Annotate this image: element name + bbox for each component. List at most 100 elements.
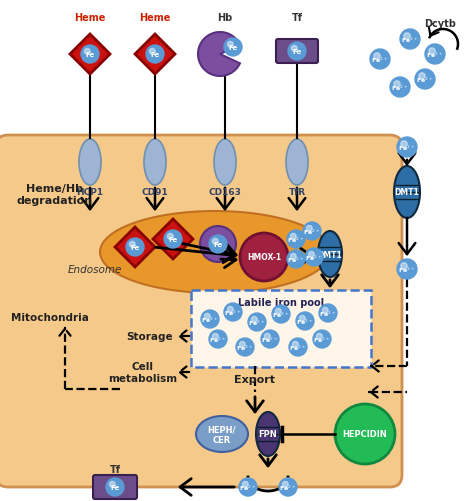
Circle shape (292, 342, 298, 348)
Ellipse shape (100, 211, 330, 294)
Circle shape (126, 238, 144, 257)
Text: Fe: Fe (110, 484, 119, 490)
Text: HCP1: HCP1 (76, 188, 103, 197)
Circle shape (236, 338, 254, 356)
Circle shape (300, 316, 305, 322)
Text: Fe$^{2+}$: Fe$^{2+}$ (319, 309, 337, 318)
FancyBboxPatch shape (93, 475, 137, 499)
Text: Fe: Fe (130, 244, 140, 250)
FancyBboxPatch shape (0, 136, 402, 487)
Ellipse shape (318, 231, 342, 278)
Circle shape (84, 49, 90, 55)
Circle shape (239, 478, 257, 496)
Text: Fe$^{2+}$: Fe$^{2+}$ (261, 335, 279, 344)
Circle shape (288, 43, 306, 61)
Text: Heme: Heme (74, 13, 106, 23)
FancyBboxPatch shape (191, 291, 371, 367)
Circle shape (106, 478, 124, 496)
Text: HEPCIDIN: HEPCIDIN (343, 430, 387, 438)
Circle shape (415, 70, 435, 90)
Circle shape (303, 222, 321, 240)
Circle shape (319, 305, 337, 322)
Ellipse shape (394, 167, 420, 218)
Text: Fe: Fe (150, 52, 160, 58)
Text: Fe$^{2+}$: Fe$^{2+}$ (237, 343, 254, 352)
Text: Fe: Fe (168, 236, 178, 242)
Circle shape (251, 317, 257, 323)
Circle shape (419, 74, 425, 80)
Circle shape (109, 481, 115, 487)
Circle shape (228, 307, 233, 313)
Text: HMOX-1: HMOX-1 (247, 253, 281, 262)
Text: Labile iron pool: Labile iron pool (238, 298, 324, 308)
Ellipse shape (214, 140, 236, 186)
Circle shape (224, 304, 242, 321)
Text: Fe$^{2+}$: Fe$^{2+}$ (398, 143, 416, 152)
Text: Fe$^{2+}$: Fe$^{2+}$ (224, 308, 242, 317)
Circle shape (279, 478, 297, 496)
Text: Heme: Heme (139, 13, 171, 23)
Text: Fe$^{2+}$: Fe$^{2+}$ (239, 482, 257, 491)
Circle shape (81, 46, 99, 64)
Circle shape (291, 234, 296, 239)
Circle shape (264, 334, 270, 340)
Circle shape (146, 46, 164, 64)
Ellipse shape (144, 140, 166, 186)
Polygon shape (153, 219, 193, 260)
Text: CD91: CD91 (142, 188, 168, 197)
Circle shape (283, 481, 288, 487)
Circle shape (370, 50, 390, 70)
Text: TfR: TfR (289, 188, 306, 197)
Text: Fe$^{2+}$: Fe$^{2+}$ (392, 83, 409, 93)
Text: Fe$^{2+}$: Fe$^{2+}$ (289, 343, 307, 352)
Text: Fe$^{2+}$: Fe$^{2+}$ (416, 75, 434, 85)
Text: Fe$^{2+}$: Fe$^{2+}$ (272, 310, 290, 319)
Text: Fe: Fe (292, 49, 301, 55)
Text: Dcytb: Dcytb (424, 19, 456, 29)
Text: Fe$^{2+}$: Fe$^{2+}$ (279, 482, 297, 491)
Text: Endosome: Endosome (68, 265, 122, 275)
Circle shape (400, 30, 420, 50)
Ellipse shape (196, 416, 248, 452)
Circle shape (313, 330, 331, 348)
Circle shape (291, 254, 296, 260)
Polygon shape (115, 227, 155, 268)
Circle shape (212, 239, 218, 244)
Text: Fe: Fe (85, 52, 95, 58)
Circle shape (209, 330, 227, 348)
Text: CD163: CD163 (209, 188, 241, 197)
Circle shape (228, 43, 233, 48)
Circle shape (224, 39, 242, 57)
Text: Fe$^{2+}$: Fe$^{2+}$ (305, 253, 323, 262)
Text: Fe$^{2+}$: Fe$^{2+}$ (371, 55, 389, 65)
Text: Cell
metabolism: Cell metabolism (109, 362, 178, 383)
Circle shape (212, 334, 218, 340)
Text: Fe: Fe (213, 241, 223, 247)
Text: Fe$^{2+}$: Fe$^{2+}$ (398, 265, 416, 274)
Circle shape (272, 306, 290, 323)
Ellipse shape (286, 140, 308, 186)
Circle shape (401, 141, 407, 148)
Text: Fe$^{2+}$: Fe$^{2+}$ (296, 317, 314, 326)
Text: Fe$^{2+}$: Fe$^{2+}$ (313, 335, 331, 344)
Text: Tf: Tf (109, 464, 120, 474)
Circle shape (242, 481, 248, 487)
Circle shape (425, 45, 445, 65)
Text: Fe$^{2+}$: Fe$^{2+}$ (426, 50, 444, 60)
Circle shape (164, 230, 182, 248)
Circle shape (129, 242, 135, 247)
Text: Export: Export (235, 374, 275, 384)
Text: DMT1: DMT1 (318, 250, 342, 259)
Text: HEPH/
CER: HEPH/ CER (208, 424, 236, 444)
Wedge shape (198, 33, 240, 77)
Text: Fe$^{2+}$: Fe$^{2+}$ (210, 335, 227, 344)
Circle shape (309, 252, 314, 258)
Polygon shape (135, 35, 175, 75)
Circle shape (289, 338, 307, 356)
Circle shape (317, 334, 322, 340)
Circle shape (397, 138, 417, 158)
FancyBboxPatch shape (276, 40, 318, 64)
Circle shape (239, 342, 245, 348)
Circle shape (404, 34, 410, 40)
Text: Fe$^{2+}$: Fe$^{2+}$ (287, 255, 305, 264)
